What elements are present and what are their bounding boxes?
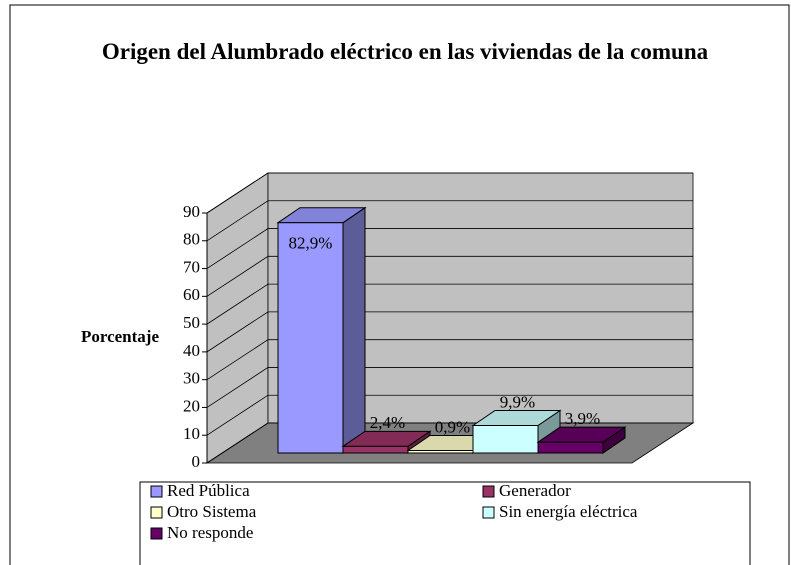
- legend-swatch: [150, 485, 163, 498]
- legend-swatch: [150, 527, 163, 540]
- y-tick-label: 90: [183, 202, 200, 221]
- legend-label: Red Pública: [167, 481, 250, 500]
- y-axis-label: Porcentaje: [81, 327, 159, 346]
- legend-box: [139, 481, 751, 565]
- y-tick-label: 60: [183, 285, 200, 304]
- data-label: 2,4%: [370, 413, 405, 432]
- chart-title: Origen del Alumbrado eléctrico en las vi…: [101, 39, 709, 64]
- y-tick-label: 50: [183, 313, 200, 332]
- y-tick-label: 30: [183, 369, 200, 388]
- grid-line: [206, 283, 693, 325]
- y-tick-label: 0: [192, 452, 201, 471]
- data-label: 3,9%: [565, 409, 600, 428]
- grid-line: [206, 394, 693, 436]
- bar: [472, 425, 539, 454]
- legend-label: Otro Sistema: [167, 502, 257, 521]
- grid-line: [206, 367, 693, 408]
- y-tick-label: 20: [183, 396, 200, 415]
- y-tick-label: 40: [183, 341, 200, 360]
- y-tick-label: 80: [183, 230, 200, 249]
- legend-swatch: [150, 506, 163, 519]
- legend-label: Sin energía eléctrica: [499, 502, 638, 521]
- bar: [537, 441, 604, 454]
- grid-line: [206, 255, 693, 297]
- grid-line: [206, 339, 693, 381]
- y-tick-label: 70: [183, 257, 200, 276]
- grid-line: [206, 200, 693, 242]
- data-label: 0,9%: [435, 417, 470, 436]
- grid-line: [206, 172, 693, 214]
- data-label: 9,9%: [500, 392, 535, 411]
- grid-line: [206, 228, 693, 269]
- legend-label: No responde: [167, 523, 253, 542]
- bar-side: [342, 206, 366, 454]
- y-tick-label: 10: [183, 424, 200, 443]
- legend-swatch: [482, 485, 495, 498]
- grid-line: [206, 311, 693, 353]
- bar: [277, 222, 344, 454]
- bar: [407, 450, 474, 454]
- data-label: 82,9%: [289, 234, 333, 253]
- legend-swatch: [482, 506, 495, 519]
- legend-label: Generador: [499, 481, 571, 500]
- bar: [342, 445, 409, 454]
